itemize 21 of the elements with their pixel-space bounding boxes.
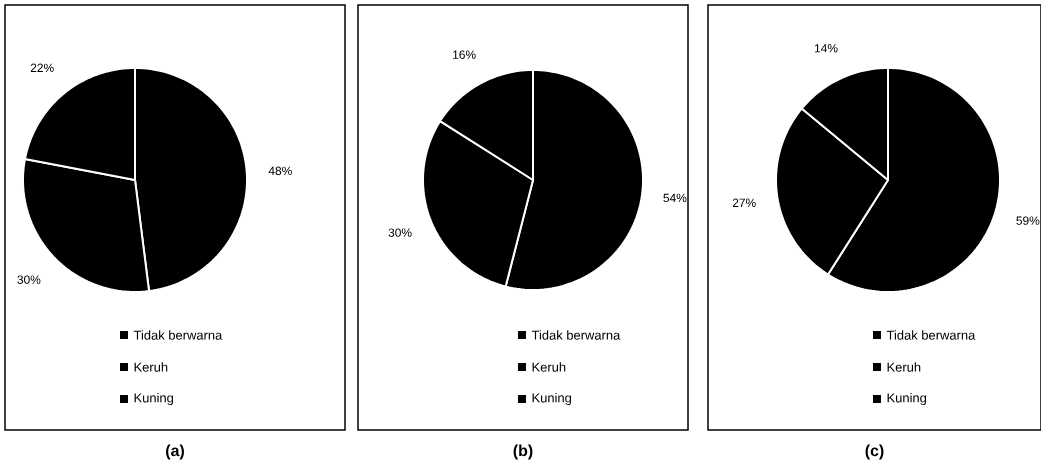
text: (b) (513, 444, 533, 460)
data-label: 14% (814, 44, 838, 53)
data-label: 22% (30, 63, 54, 72)
legend-label: Tidak berwarna (886, 330, 976, 340)
data-label: 16% (453, 50, 476, 59)
legend-label: Kuning (887, 392, 927, 406)
text: (c) (865, 444, 884, 460)
legend-label: Tidak berwarna (133, 330, 223, 340)
data-label: 30% (17, 275, 41, 284)
legend-label: Keruh (532, 362, 566, 372)
data-label: 48% (268, 166, 292, 176)
legend-label: Kuning (134, 392, 174, 406)
data-label: 59% (1016, 216, 1040, 225)
legend-label: Keruh (134, 362, 168, 372)
data-label: 30% (388, 228, 412, 237)
legend-label: Kuning (532, 392, 572, 406)
data-label: 27% (732, 198, 756, 207)
data-label: 54% (663, 193, 687, 203)
legend-label: Tidak berwarna (531, 330, 621, 340)
legend-label: Keruh (887, 362, 921, 372)
text: (a) (166, 444, 184, 460)
